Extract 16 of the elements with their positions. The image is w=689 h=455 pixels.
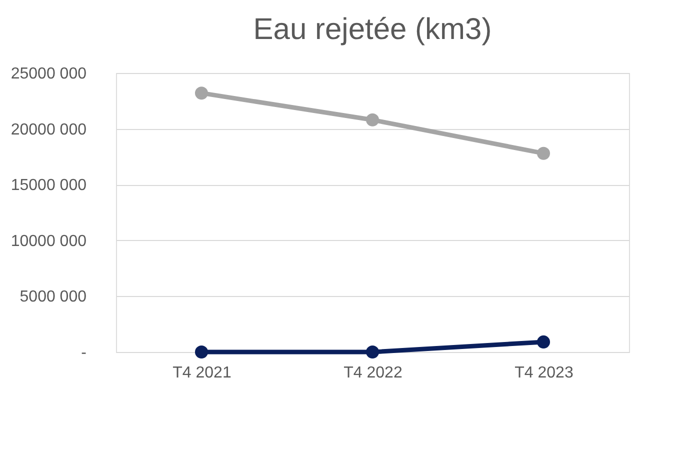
x-tick-label: T4 2021 — [172, 364, 232, 382]
chart-title: Eau rejetée (km3) — [253, 13, 492, 46]
point — [366, 345, 380, 359]
x-tick-label: T4 2022 — [344, 364, 402, 382]
y-tick-label: 15000 000 — [10, 177, 87, 194]
y-tick-label: - — [81, 344, 86, 362]
y-tick-label: 20000 000 — [10, 121, 87, 138]
y-tick-label: 5000 000 — [20, 288, 87, 306]
point — [536, 335, 550, 348]
y-tick-label: 25000 000 — [10, 66, 87, 82]
point — [366, 113, 380, 126]
point — [194, 345, 208, 359]
point — [536, 146, 550, 160]
point — [194, 86, 208, 100]
y-tick-label: 10000 000 — [10, 232, 87, 250]
x-tick-label: T4 2023 — [514, 364, 574, 382]
